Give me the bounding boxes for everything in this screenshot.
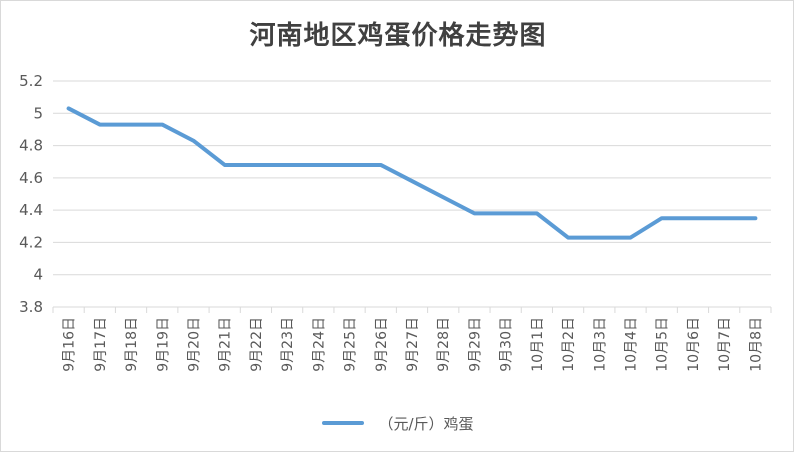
x-tick-label: 9月20日	[186, 317, 202, 372]
x-tick-label: 9月17日	[93, 317, 109, 372]
x-tick-label: 9月16日	[62, 317, 78, 372]
legend: （元/斤）鸡蛋	[1, 413, 794, 433]
y-tick-label: 4.2	[19, 233, 43, 251]
x-tick-label: 10月6日	[686, 317, 702, 372]
legend-swatch	[322, 421, 365, 425]
legend-label: （元/斤）鸡蛋	[378, 414, 474, 433]
x-tick-label: 9月27日	[405, 317, 421, 372]
x-tick-label: 10月1日	[530, 317, 546, 372]
y-tick-label: 5	[33, 104, 43, 122]
x-tick-label: 9月21日	[218, 317, 234, 372]
y-tick-label: 3.8	[19, 298, 43, 316]
x-tick-label: 10月3日	[592, 317, 608, 372]
y-tick-label: 4	[33, 266, 43, 284]
x-tick-label: 10月2日	[561, 317, 577, 372]
x-tick-label: 9月25日	[343, 317, 359, 372]
y-tick-label: 4.6	[19, 169, 43, 187]
x-tick-label: 9月18日	[124, 317, 140, 372]
y-tick-label: 5.2	[19, 72, 43, 90]
x-tick-label: 9月30日	[499, 317, 515, 372]
x-tick-label: 9月23日	[280, 317, 296, 372]
x-tick-label: 9月29日	[467, 317, 483, 372]
x-tick-label: 9月24日	[311, 317, 327, 372]
y-tick-label: 4.8	[19, 137, 43, 155]
x-tick-label: 9月19日	[155, 317, 171, 372]
x-tick-label: 9月28日	[436, 317, 452, 372]
y-tick-label: 4.4	[19, 201, 43, 219]
chart-title: 河南地区鸡蛋价格走势图	[249, 21, 547, 51]
x-tick-label: 10月7日	[717, 317, 733, 372]
x-tick-label: 10月8日	[748, 317, 764, 372]
series-line	[66, 106, 758, 240]
x-tick-label: 10月4日	[624, 317, 640, 372]
x-tick-label: 10月5日	[655, 317, 671, 372]
x-tick-label: 9月22日	[249, 317, 265, 372]
x-tick-label: 9月26日	[374, 317, 390, 372]
